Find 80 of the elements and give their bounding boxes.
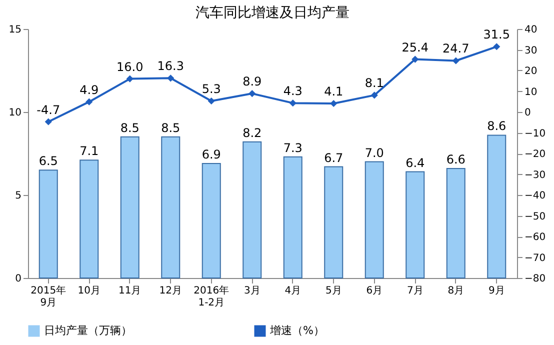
y2-tick-label: −60 <box>524 232 546 243</box>
data-label: 5.3 <box>202 82 221 96</box>
data-label: 6.7 <box>324 150 344 165</box>
y2-tick-label: −40 <box>524 190 546 202</box>
data-label: 8.5 <box>161 120 180 135</box>
point <box>330 100 338 108</box>
y2-tick-label: −20 <box>524 149 546 160</box>
y-tick-label: 5 <box>15 190 22 202</box>
data-label: 24.7 <box>442 42 470 56</box>
point <box>452 57 460 64</box>
x-tick-label: 7月 <box>406 286 424 296</box>
bar <box>364 161 384 278</box>
data-label: 8.2 <box>242 126 262 140</box>
data-label: 8.1 <box>364 76 384 90</box>
data-label: 25.4 <box>402 40 428 54</box>
data-label: 6.5 <box>38 154 58 168</box>
x-tick-label: 12月 <box>159 286 182 296</box>
x-tick-label: 10月 <box>78 286 100 296</box>
point <box>126 75 134 82</box>
bar <box>283 156 302 278</box>
y2-tick-label: −10 <box>524 128 546 140</box>
bar <box>487 134 506 278</box>
data-label: -4.7 <box>36 102 60 117</box>
data-label: 8.6 <box>487 119 506 134</box>
x-tick-label: 9月 <box>488 286 505 296</box>
data-label: 6.4 <box>406 156 425 170</box>
bar <box>80 160 99 278</box>
x-tick-label: 5月 <box>325 286 342 296</box>
x-tick-label: 2016年 1-2月 <box>194 284 230 308</box>
legend-label: 日均产量（万辆） <box>44 324 132 337</box>
y2-tick-label: 40 <box>524 24 538 36</box>
chart-title: 汽车同比增速及日均产量 <box>196 5 350 21</box>
data-label: 8.9 <box>242 74 262 89</box>
data-label: 31.5 <box>483 28 510 42</box>
data-label: 16.3 <box>157 59 184 74</box>
data-label: 7.3 <box>283 140 302 155</box>
bar <box>38 170 58 278</box>
y-tick-label: 10 <box>8 108 22 118</box>
data-label: 16.0 <box>116 60 144 74</box>
x-tick-label: 8月 <box>448 286 464 296</box>
y-tick-label: 15 <box>8 24 22 36</box>
data-label: 4.1 <box>324 84 344 98</box>
y2-tick-label: 30 <box>524 45 538 56</box>
bar <box>446 168 466 278</box>
x-tick-label: 4月 <box>284 286 302 296</box>
point <box>412 56 419 63</box>
legend-label: 增速（%） <box>269 324 324 337</box>
point <box>493 43 500 50</box>
point <box>370 92 378 99</box>
x-tick-label: 3月 <box>244 286 260 296</box>
point <box>167 74 174 82</box>
data-label: 4.3 <box>283 84 302 98</box>
data-label: 4.9 <box>80 82 99 97</box>
x-tick-label: 2015年 9月 <box>30 284 66 308</box>
data-label: 7.1 <box>80 144 99 158</box>
y2-tick-label: 20 <box>524 66 538 77</box>
point <box>289 100 296 107</box>
point <box>248 90 256 98</box>
bar <box>242 141 262 278</box>
bar <box>406 171 425 278</box>
y2-tick-label: 10 <box>524 86 538 98</box>
data-label: 7.0 <box>364 146 384 160</box>
bar <box>324 166 344 278</box>
bar <box>202 162 221 278</box>
x-tick-label: 6月 <box>366 286 383 296</box>
y2-tick-label: −80 <box>524 274 546 284</box>
point <box>86 98 93 106</box>
bar <box>161 136 180 278</box>
x-tick-label: 11月 <box>118 286 142 296</box>
data-label: 6.6 <box>446 152 466 166</box>
y2-tick-label: −30 <box>524 170 546 181</box>
y2-tick-label: −50 <box>524 211 546 222</box>
bar <box>120 136 140 278</box>
y-tick-label: 0 <box>15 274 22 284</box>
data-label: 8.5 <box>120 120 140 135</box>
point <box>208 97 215 105</box>
y2-tick-label: −70 <box>524 252 546 264</box>
y2-tick-label: 0 <box>524 108 531 118</box>
data-label: 6.9 <box>202 147 221 162</box>
point <box>44 118 52 126</box>
